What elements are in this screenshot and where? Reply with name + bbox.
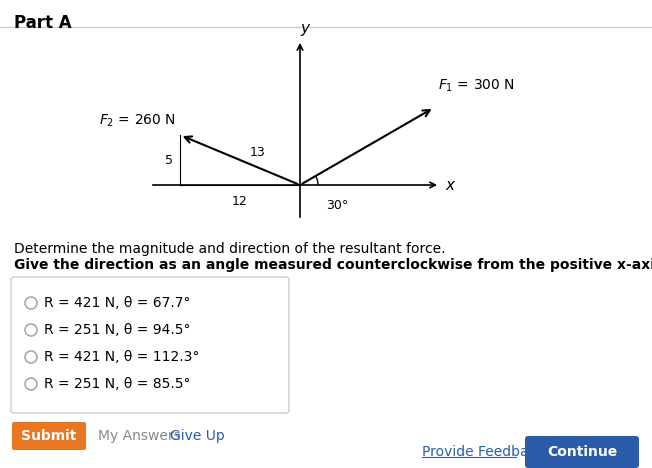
Text: $F_1$ = 300 N: $F_1$ = 300 N — [438, 77, 515, 94]
Text: Give the direction as an angle measured counterclockwise from the positive x-axi: Give the direction as an angle measured … — [14, 258, 652, 272]
Text: R = 421 N, θ = 67.7°: R = 421 N, θ = 67.7° — [44, 296, 190, 310]
Text: $F_2$ = 260 N: $F_2$ = 260 N — [99, 113, 176, 129]
Text: y: y — [301, 21, 310, 36]
Text: R = 421 N, θ = 112.3°: R = 421 N, θ = 112.3° — [44, 350, 200, 364]
Text: Part A: Part A — [14, 14, 72, 32]
Text: R = 251 N, θ = 94.5°: R = 251 N, θ = 94.5° — [44, 323, 190, 337]
FancyBboxPatch shape — [11, 277, 289, 413]
Text: Provide Feedback: Provide Feedback — [422, 445, 544, 459]
FancyBboxPatch shape — [525, 436, 639, 468]
Text: Determine the magnitude and direction of the resultant force.: Determine the magnitude and direction of… — [14, 242, 445, 256]
Circle shape — [25, 378, 37, 390]
Text: x: x — [445, 178, 454, 193]
Circle shape — [25, 351, 37, 363]
Text: R = 251 N, θ = 85.5°: R = 251 N, θ = 85.5° — [44, 377, 190, 391]
Circle shape — [25, 324, 37, 336]
Text: 5: 5 — [165, 154, 173, 167]
FancyBboxPatch shape — [12, 422, 86, 450]
Text: Give Up: Give Up — [170, 429, 225, 443]
Text: 13: 13 — [250, 146, 266, 159]
Circle shape — [25, 297, 37, 309]
Text: 12: 12 — [232, 195, 248, 208]
Text: Continue: Continue — [547, 445, 617, 459]
Text: My Answers: My Answers — [98, 429, 181, 443]
Text: Submit: Submit — [22, 429, 77, 443]
Text: 30°: 30° — [326, 199, 348, 212]
